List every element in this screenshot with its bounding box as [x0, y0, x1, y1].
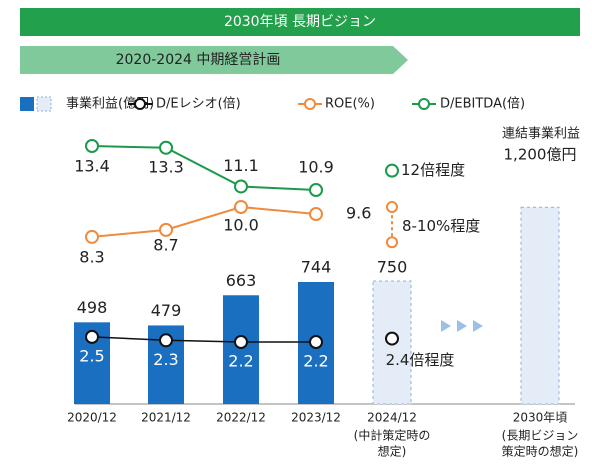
line-value-label: 13.3	[148, 157, 184, 176]
legend-label: ROE(%)	[325, 97, 375, 112]
line-point	[159, 222, 173, 237]
target-point	[385, 163, 399, 178]
target-point	[386, 236, 398, 249]
line-point	[85, 329, 99, 344]
line-value-label: 11.1	[223, 156, 259, 175]
bar-target-label: 750	[377, 258, 408, 277]
line-point	[309, 183, 323, 197]
line-value-label: 10.9	[298, 158, 334, 177]
line-point	[159, 333, 173, 348]
x-tick-note: 想定)	[378, 444, 407, 459]
line-value-label: 2.5	[79, 346, 104, 365]
line-value-label: 2.2	[228, 352, 253, 371]
line-point	[309, 335, 323, 349]
line-value-label: 9.6	[346, 204, 371, 223]
target-label: 8-10%程度	[402, 217, 480, 235]
target-point	[385, 331, 399, 346]
arrows	[441, 320, 483, 332]
line	[91, 205, 317, 238]
x-tick-label: 2021/12	[141, 411, 191, 425]
target-label: 12倍程度	[401, 161, 465, 179]
legend-marker	[418, 98, 430, 110]
bar-value-label: 744	[301, 257, 332, 276]
line-value-label: 13.4	[74, 157, 110, 176]
x-tick-note: (中計策定時の	[354, 428, 431, 443]
bar-value-label: 663	[226, 271, 257, 290]
target-point	[386, 201, 398, 213]
x-tick-label: 2022/12	[216, 411, 266, 425]
chart-title: 2030年頃 長期ビジョン	[224, 14, 376, 30]
bar-target	[520, 206, 560, 405]
chart-subtitle: 2020-2024 中期経営計画	[116, 52, 281, 68]
line-value-label: 8.3	[79, 247, 104, 266]
x-tick-note: (長期ビジョン	[502, 429, 579, 443]
legend-marker	[134, 98, 146, 110]
target-label: 2.4倍程度	[386, 351, 455, 369]
line-point	[234, 335, 248, 349]
legend-label: 事業利益(億円)	[66, 96, 154, 112]
line	[91, 145, 317, 191]
line-point	[85, 139, 99, 153]
line-value-label: 8.7	[153, 235, 178, 254]
legend-marker	[304, 98, 316, 110]
line	[91, 336, 316, 343]
x-tick-label: 2030年頃	[513, 411, 568, 425]
bar-target-label: 1,200億円	[504, 146, 577, 164]
line-value-label: 10.0	[223, 216, 259, 235]
line-point	[309, 207, 323, 222]
line-value-label: 2.3	[153, 350, 178, 369]
x-tick-label: 2020/12	[67, 411, 117, 425]
x-tick-label: 2023/12	[291, 411, 341, 425]
x-tick-label: 2024/12	[367, 411, 417, 425]
line-value-label: 2.2	[303, 352, 328, 371]
bar	[223, 295, 259, 404]
legend-label: D/Eレシオ(倍)	[156, 97, 241, 112]
line-point	[159, 140, 173, 155]
line-point	[234, 200, 248, 214]
bar-value-label: 498	[77, 298, 108, 317]
bar-value-label: 479	[151, 301, 182, 320]
subtitle-banner	[20, 46, 408, 74]
legend-swatch-target	[36, 96, 52, 112]
title-banner	[20, 8, 580, 36]
legend-label: D/EBITDA(倍)	[440, 97, 525, 112]
line-point	[234, 179, 248, 194]
legend-swatch	[20, 97, 34, 111]
line-point	[85, 229, 99, 244]
x-tick-note: 策定時の想定)	[502, 444, 579, 459]
annotation: 連結事業利益	[502, 126, 580, 142]
